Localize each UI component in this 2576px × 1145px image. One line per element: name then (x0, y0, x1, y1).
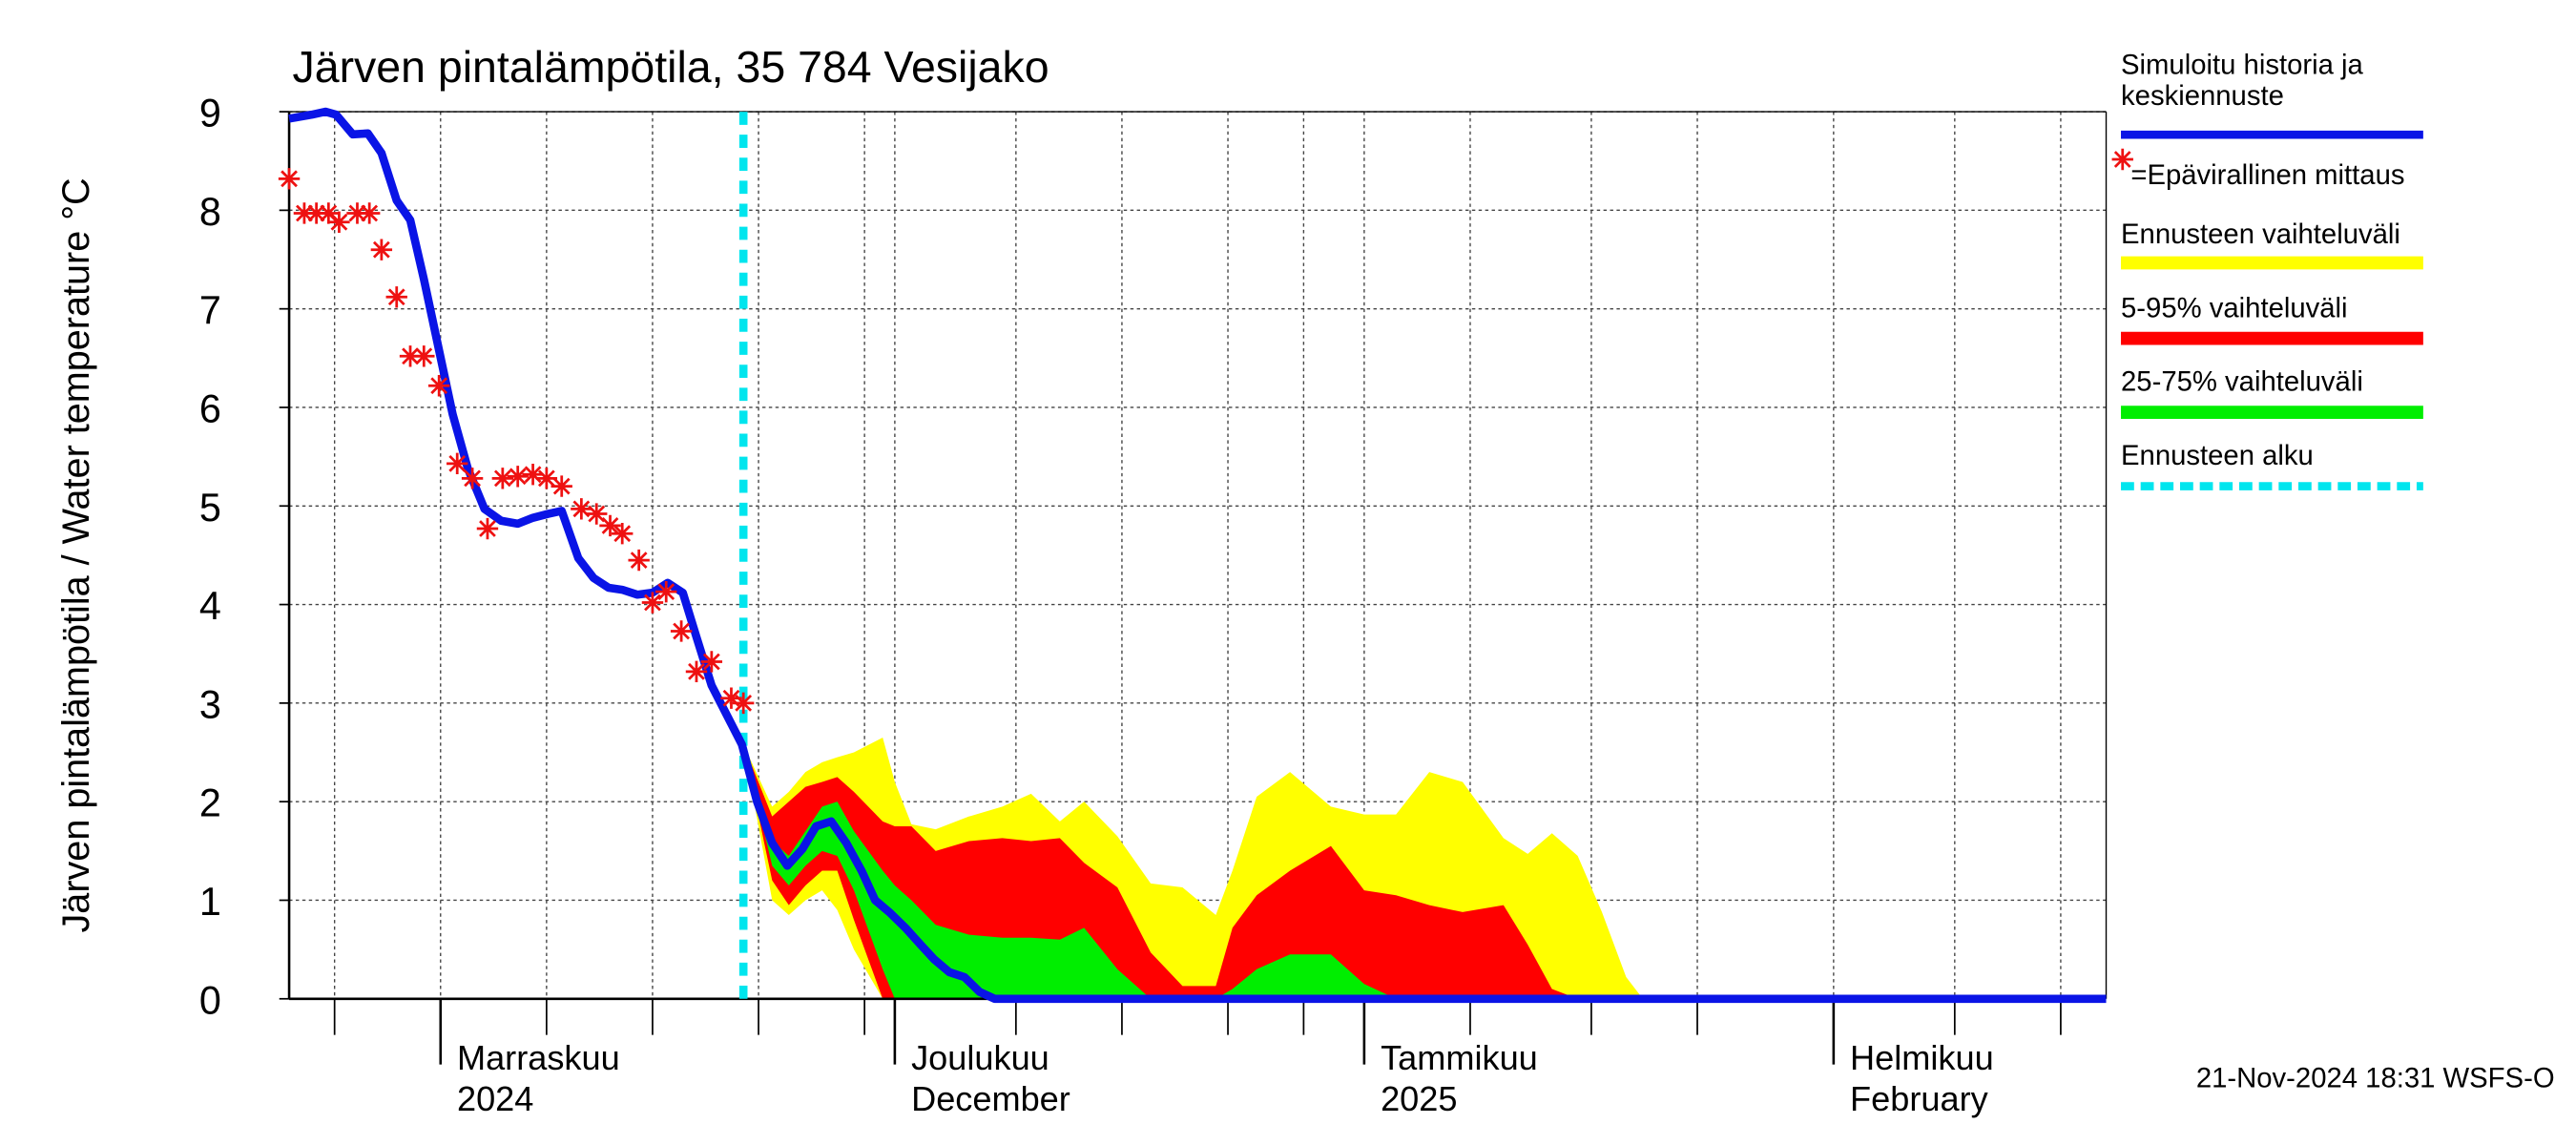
measurement (599, 514, 621, 537)
measurement (535, 468, 558, 489)
measurement (685, 660, 708, 683)
measurement (522, 464, 544, 486)
legend-label: 5-95% vaihteluväli (2121, 293, 2348, 323)
measurement (413, 345, 435, 367)
x-tick-sublabel: 2025 (1381, 1079, 1457, 1118)
y-tick-label: 8 (199, 190, 221, 234)
x-tick-label: Tammikuu (1381, 1038, 1538, 1077)
measurement (293, 202, 316, 224)
measurement (318, 202, 340, 224)
y-tick-label: 5 (199, 486, 221, 530)
measurement (700, 651, 723, 673)
measurement (507, 466, 529, 488)
y-tick-label: 3 (199, 682, 221, 726)
measurement (491, 468, 514, 489)
measurement (551, 475, 572, 497)
measurement (720, 687, 742, 709)
x-tick-label: Joulukuu (911, 1038, 1049, 1077)
measurement (476, 517, 499, 540)
measurement (655, 580, 677, 603)
y-tick-label: 1 (199, 880, 221, 924)
legend-label: 25-75% vaihteluväli (2121, 367, 2363, 398)
legend-label: Ennusteen vaihteluväli (2121, 219, 2400, 250)
measurement (328, 211, 350, 233)
measurement (670, 620, 693, 642)
y-tick-label: 0 (199, 978, 221, 1022)
measurement (427, 375, 450, 397)
y-tick-label: 7 (199, 288, 221, 332)
measurement (461, 468, 484, 489)
legend-swatch (2111, 148, 2133, 171)
measurement (586, 503, 608, 525)
measurement (628, 549, 650, 572)
measurement (571, 498, 592, 520)
measurement (358, 202, 381, 224)
measurement (385, 286, 407, 308)
y-tick-label: 2 (199, 781, 221, 825)
y-tick-label: 9 (199, 92, 221, 135)
footer: 21-Nov-2024 18:31 WSFS-O (2196, 1064, 2555, 1094)
measurement (447, 452, 468, 475)
x-tick-sublabel: December (911, 1079, 1070, 1118)
y-axis-label: Järven pintalämpötila / Water temperatur… (55, 177, 97, 932)
legend-label: Simuloitu historia ja keskiennuste (2121, 49, 2363, 113)
legend-label: Simuloitu historia ja keskiennuste (2121, 49, 2363, 113)
y-tick-label: 4 (199, 584, 221, 628)
x-tick-sublabel: 2024 (457, 1079, 533, 1118)
measurement (305, 202, 327, 224)
y-tick-label: 6 (199, 386, 221, 430)
x-tick-label: Marraskuu (457, 1038, 620, 1077)
measurement (370, 239, 393, 260)
measurement (641, 592, 664, 614)
legend-label: =Epävirallinen mittaus (2130, 160, 2404, 191)
measurement (278, 168, 301, 190)
measurement (346, 202, 368, 224)
x-tick-label: Helmikuu (1850, 1038, 1994, 1077)
x-tick-sublabel: February (1850, 1079, 1988, 1118)
measurement (399, 345, 422, 367)
chart-title: Järven pintalämpötila, 35 784 Vesijako (293, 42, 1049, 92)
measurement (612, 523, 634, 545)
forecast-band (743, 744, 1643, 999)
measurement (732, 692, 755, 715)
legend-label: Ennusteen alku (2121, 441, 2314, 471)
